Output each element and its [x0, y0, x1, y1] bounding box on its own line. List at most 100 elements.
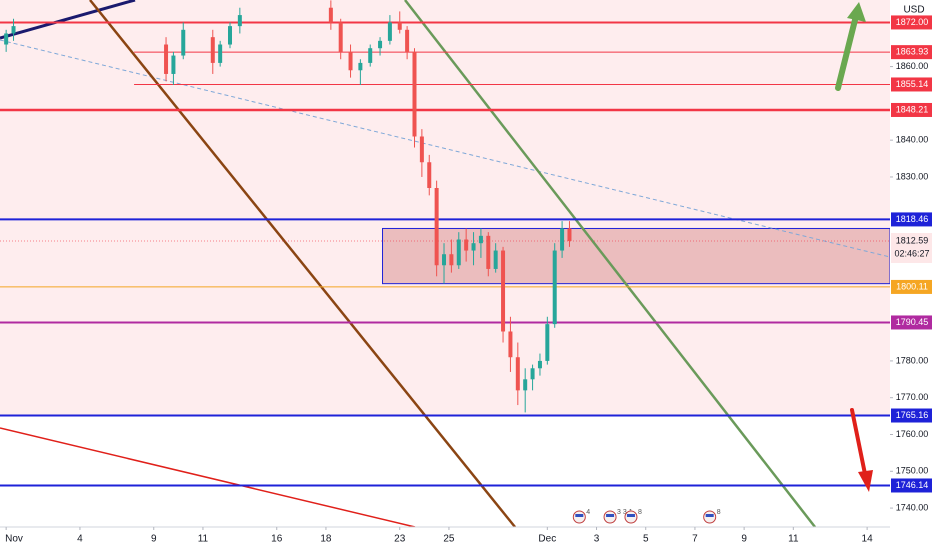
level-label-bg	[891, 408, 932, 423]
candle-body	[368, 48, 373, 63]
plot: 4 3 3 1 8 8	[0, 0, 890, 524]
level-label: 1790.45	[896, 317, 929, 327]
candle-body	[552, 250, 557, 325]
event-flag	[705, 514, 714, 517]
level-label: 1746.14	[896, 480, 929, 490]
x-tick-label: 7	[692, 534, 698, 545]
level-label: 1848.21	[896, 104, 929, 114]
event-count: 8	[717, 509, 721, 516]
level-label: 1855.14	[896, 79, 929, 89]
candle-body	[11, 26, 16, 34]
trendline	[89, 0, 516, 528]
candle-body	[348, 51, 353, 71]
candle-body	[545, 324, 550, 361]
countdown: 02:46:27	[894, 248, 929, 258]
candle-body	[464, 239, 469, 251]
candle-body	[427, 162, 432, 188]
trendline	[404, 0, 816, 528]
level-label-bg	[891, 45, 932, 60]
x-tick-label: 23	[394, 534, 406, 545]
x-tick-label: 9	[741, 534, 747, 545]
candle-body	[442, 254, 447, 266]
candle-body	[338, 22, 343, 52]
y-tick-label: 1830.00	[896, 171, 929, 181]
event-flag	[626, 514, 635, 517]
axes: 1872.00 1863.93 1855.14 1848.21 1818.46 1800.…	[5, 15, 932, 545]
level-label: 1818.46	[896, 214, 929, 224]
y-tick-label: 1740.00	[896, 502, 929, 512]
event-count: 4	[586, 509, 590, 516]
level-label-bg	[891, 315, 932, 330]
level-label-bg	[891, 77, 932, 92]
candle-body	[171, 55, 176, 74]
y-tick-label: 1770.00	[896, 392, 929, 402]
x-tick-label: 11	[198, 534, 209, 545]
candle-body	[567, 228, 572, 242]
level-label-bg	[891, 279, 932, 294]
level-label: 1863.93	[896, 47, 929, 57]
level-label-bg	[891, 212, 932, 227]
level-label-bg	[891, 102, 932, 117]
arrow-down	[850, 408, 867, 476]
candle-body	[328, 7, 333, 23]
x-tick-label: 9	[151, 534, 157, 545]
candle-body	[387, 22, 392, 41]
level-label-bg	[891, 478, 932, 493]
candle-body	[228, 26, 233, 45]
y-tick-label: 1860.00	[896, 61, 929, 71]
current-price-label: 1812.59	[896, 235, 929, 245]
trendline	[0, 427, 416, 528]
y-tick-label: 1840.00	[896, 135, 929, 145]
candle-body	[237, 15, 242, 27]
level-label: 1800.11	[896, 281, 928, 291]
y-tick-label: 1780.00	[896, 355, 929, 365]
candle-body	[397, 22, 402, 30]
time-axis	[0, 527, 932, 550]
candle-body	[164, 44, 169, 74]
level-label: 1765.16	[896, 410, 929, 420]
candle-body	[560, 228, 565, 251]
candle-body	[508, 331, 513, 358]
zone	[382, 227, 891, 285]
currency-label: USD	[903, 5, 924, 16]
candle-body	[530, 368, 535, 380]
y-tick-label: 1760.00	[896, 429, 929, 439]
candle-body	[486, 235, 491, 269]
candle-body	[378, 40, 383, 49]
trendline	[0, 0, 136, 40]
arrow-head	[858, 470, 873, 492]
event-flag	[575, 514, 584, 517]
x-tick-label: Dec	[538, 534, 556, 545]
price-axis	[890, 0, 932, 550]
x-tick-label: 5	[643, 534, 649, 545]
x-tick-label: 4	[77, 534, 83, 545]
current-price-bg	[891, 233, 932, 264]
trendlines	[0, 0, 891, 528]
level-label: 1872.00	[896, 17, 929, 27]
candle-body	[515, 357, 520, 391]
x-tick-label: 11	[788, 534, 799, 545]
x-tick-label: 16	[271, 534, 283, 545]
candle-body	[456, 239, 461, 266]
candle-body	[358, 62, 363, 71]
candle-body	[419, 136, 424, 163]
candle-body	[523, 379, 528, 391]
background-layer	[0, 0, 891, 416]
trendline	[0, 39, 891, 258]
candle-body	[412, 51, 417, 137]
candle-body	[478, 235, 483, 244]
candle-body	[181, 29, 186, 56]
event-count: 8	[638, 509, 642, 516]
event-flag	[606, 514, 615, 517]
x-tick-label: 25	[443, 534, 455, 545]
event-count: 3 3 1	[617, 509, 633, 516]
candle-body	[537, 360, 542, 369]
shaded-area	[0, 0, 890, 416]
x-tick-label: 14	[862, 534, 874, 545]
candle-body	[449, 254, 454, 266]
candle-body	[471, 243, 476, 251]
arrows	[835, 2, 873, 492]
candle-body	[493, 250, 498, 269]
